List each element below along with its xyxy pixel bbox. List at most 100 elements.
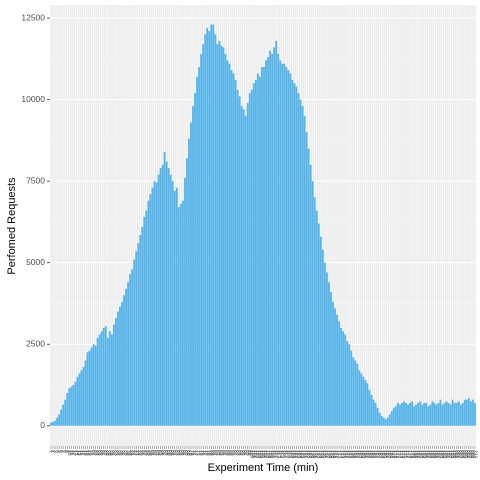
bar <box>196 76 198 426</box>
bar <box>259 76 261 426</box>
x-tick-label: 55 <box>157 450 163 456</box>
x-tick-label: 93 <box>234 450 240 456</box>
x-tick-label: 16 <box>78 450 84 456</box>
bar <box>143 217 146 426</box>
bar <box>356 363 359 426</box>
bar <box>277 53 280 426</box>
bar <box>246 102 249 426</box>
x-tick-label: 74 <box>196 450 202 456</box>
x-tick-label: 206 <box>464 450 470 459</box>
x-tick-label: 45 <box>137 450 143 456</box>
x-tick-label: 204 <box>459 450 465 459</box>
x-tick-label: 142 <box>334 450 340 459</box>
x-tick-label: 12 <box>70 450 76 456</box>
x-tick-label: 137 <box>324 450 330 459</box>
x-tick-label: 200 <box>451 450 457 459</box>
x-tick-label: 60 <box>167 450 173 456</box>
x-tick-label: 129 <box>307 450 313 459</box>
bar <box>88 350 91 426</box>
bar <box>186 158 188 426</box>
bar <box>394 406 397 426</box>
x-tick-label: 30 <box>107 450 113 456</box>
bar <box>68 388 71 426</box>
x-tick-label: 10 <box>66 450 72 456</box>
bar <box>413 406 416 426</box>
bar <box>121 301 123 426</box>
bar <box>100 331 103 426</box>
x-tick-label: 161 <box>372 450 378 459</box>
bar <box>332 301 334 426</box>
bar <box>364 380 367 426</box>
x-tick-label: 178 <box>407 450 413 459</box>
bar <box>131 269 134 426</box>
bar <box>267 57 269 426</box>
bar <box>269 50 272 426</box>
bar <box>74 381 77 426</box>
x-tick-label: 67 <box>182 450 188 456</box>
bar <box>344 334 347 426</box>
x-tick-label: 124 <box>297 450 303 459</box>
x-tick-label: 109 <box>267 450 273 459</box>
x-tick-label: 208 <box>468 450 474 459</box>
x-tick-label: 120 <box>289 450 295 459</box>
bar <box>419 401 422 426</box>
bar <box>155 182 158 426</box>
bar <box>252 83 255 426</box>
bar <box>273 47 276 426</box>
x-tick-label: 159 <box>368 450 374 459</box>
x-tick-label: 15 <box>76 450 82 456</box>
bar <box>451 399 454 426</box>
bar <box>376 407 379 426</box>
x-tick-label: 95 <box>238 450 244 456</box>
x-tick-label: 77 <box>202 450 208 456</box>
x-tick-label: 157 <box>364 450 370 459</box>
x-tick-label: 49 <box>145 450 151 456</box>
bar <box>421 404 424 426</box>
bar <box>159 168 162 426</box>
bar <box>307 148 310 426</box>
x-tick-label: 28 <box>102 450 108 456</box>
x-tick-label: 14 <box>74 450 80 456</box>
bar <box>104 326 107 426</box>
x-tick-label: 4 <box>54 450 60 453</box>
bar <box>194 93 196 426</box>
bar <box>275 40 278 426</box>
x-tick-label: 85 <box>218 450 224 456</box>
bar <box>214 34 217 426</box>
bar <box>388 414 391 426</box>
bar <box>285 66 288 426</box>
bar <box>157 174 160 426</box>
bar <box>212 24 215 426</box>
x-tick-label: 2 <box>50 450 56 453</box>
bar <box>139 234 142 426</box>
x-tick-label: 166 <box>382 450 388 459</box>
bar <box>98 334 101 426</box>
x-tick-label: 181 <box>413 450 419 459</box>
bar <box>80 370 83 426</box>
x-tick-label: 203 <box>457 450 463 459</box>
bar <box>299 99 302 426</box>
bar <box>96 337 99 426</box>
x-tick-label: 39 <box>125 450 131 456</box>
bar <box>472 399 474 426</box>
x-tick-label: 174 <box>399 450 405 459</box>
x-tick-label: 94 <box>236 450 242 456</box>
x-tick-label: 38 <box>123 450 129 456</box>
x-tick-label: 122 <box>293 450 299 459</box>
x-tick-label: 22 <box>90 450 96 456</box>
bar <box>66 393 69 426</box>
bar <box>106 337 109 426</box>
x-tick-label: 177 <box>405 450 411 459</box>
bar <box>224 53 227 426</box>
x-tick-label: 113 <box>275 450 281 458</box>
x-tick-label: 54 <box>155 450 161 456</box>
bar <box>415 404 418 426</box>
bar <box>445 401 448 426</box>
bar <box>56 417 59 426</box>
bar <box>50 422 52 426</box>
x-tick-label: 187 <box>425 450 431 459</box>
x-tick-label: 76 <box>200 450 206 456</box>
x-tick-label: 153 <box>356 450 362 459</box>
x-tick-label: 9 <box>64 450 70 453</box>
bar <box>378 412 381 426</box>
